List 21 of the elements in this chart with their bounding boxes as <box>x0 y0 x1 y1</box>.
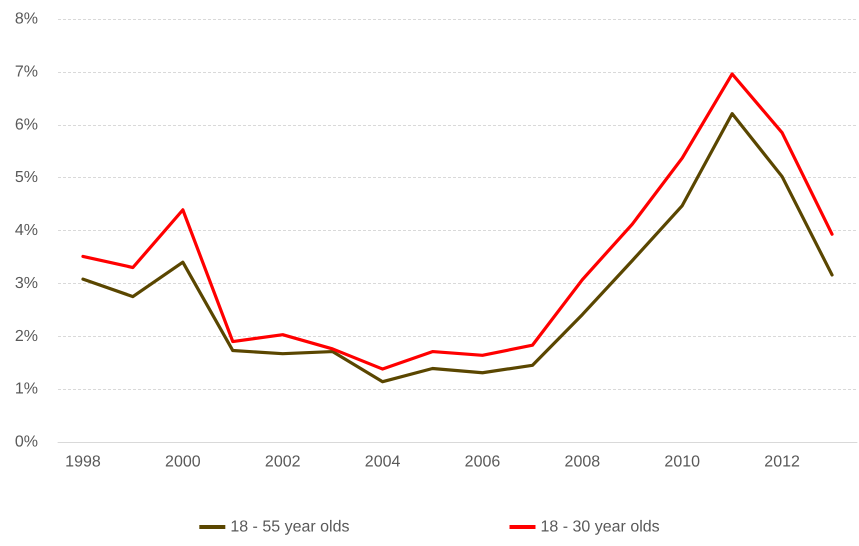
x-tick-label: 2008 <box>564 454 600 470</box>
x-tick-label: 2012 <box>764 454 800 470</box>
y-tick-label: 4% <box>14 222 38 239</box>
y-tick-label: 5% <box>14 169 38 186</box>
y-tick-label: 2% <box>14 328 38 345</box>
x-tick-label: 2002 <box>264 454 301 470</box>
x-tick-label: 2000 <box>165 454 201 470</box>
y-tick-label: 6% <box>14 116 38 134</box>
line-series <box>81 72 834 371</box>
y-tick-label: 1% <box>14 380 38 398</box>
x-tick-label: 2010 <box>664 454 700 470</box>
y-tick-label: 8% <box>14 10 38 28</box>
y-tick-label: 0% <box>14 434 38 450</box>
legend-label: 18 - 55 year olds <box>230 518 350 536</box>
x-tick-label: 2004 <box>364 454 400 470</box>
legend-label: 18 - 30 year olds <box>540 518 660 536</box>
line-series <box>81 112 834 384</box>
y-tick-label: 7% <box>14 63 38 80</box>
x-tick-label: 2006 <box>464 454 500 470</box>
x-tick-label: 1998 <box>65 454 101 470</box>
y-tick-label: 3% <box>14 274 38 292</box>
